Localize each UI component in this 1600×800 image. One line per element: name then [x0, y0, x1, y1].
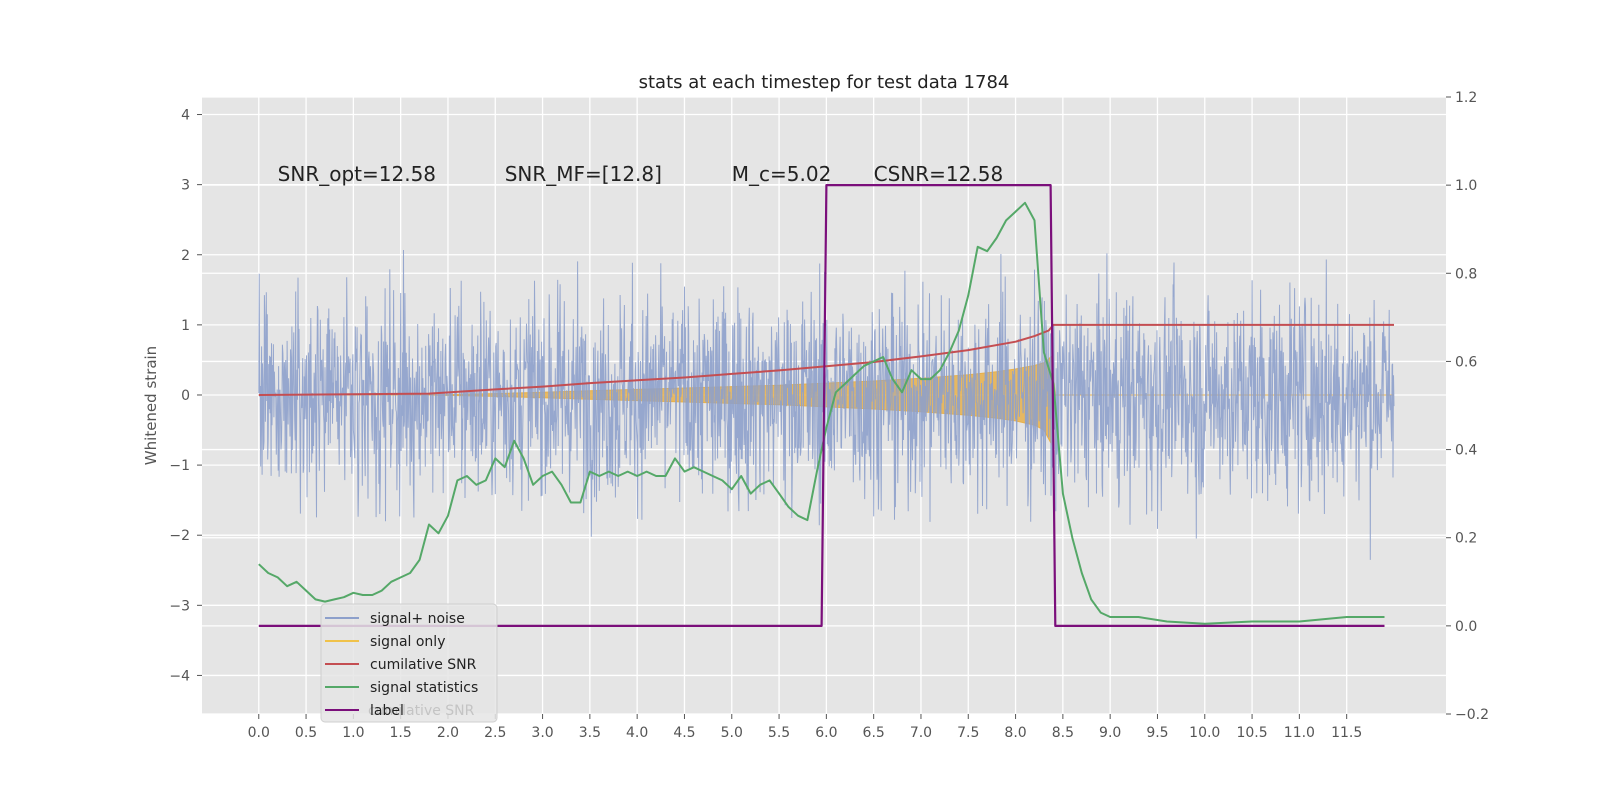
series-cumulative-snr — [258, 323, 1394, 396]
legend-ghost-text: cumilative SNR — [368, 703, 475, 719]
y2-tick-label: 0.0 — [1455, 619, 1477, 635]
y-tick-label: 0 — [181, 388, 190, 404]
y-tick-label: 4 — [181, 108, 190, 124]
x-tick-label: 3.0 — [531, 725, 553, 741]
y2-tick-label: 0.8 — [1455, 266, 1477, 282]
x-tick-label: 3.5 — [579, 725, 601, 741]
legend-label: signal statistics — [370, 680, 478, 696]
legend-label: signal only — [370, 634, 445, 650]
x-tick-label: 9.5 — [1146, 725, 1168, 741]
y2-tick-label: 1.2 — [1455, 90, 1477, 106]
series-signal-noise — [258, 249, 1395, 560]
x-tick-label: 5.0 — [721, 725, 743, 741]
x-tick-label: 8.5 — [1052, 725, 1074, 741]
y-tick-label: −1 — [169, 458, 190, 474]
series-label — [258, 184, 1385, 627]
legend-label: cumilative SNR — [370, 657, 477, 673]
legend-label: label — [370, 703, 404, 719]
x-tick-label: 2.5 — [484, 725, 506, 741]
x-tick-label: 4.5 — [673, 725, 695, 741]
y2-tick-label: 0.6 — [1455, 354, 1477, 370]
y-tick-label: 2 — [181, 248, 190, 264]
y2-tick-label: 1.0 — [1455, 178, 1477, 194]
annotation-snr-mf: SNR_MF=[12.8] — [505, 162, 662, 186]
x-tick-label: 6.0 — [815, 725, 837, 741]
x-tick-label: 10.0 — [1189, 725, 1220, 741]
x-tick-label: 5.5 — [768, 725, 790, 741]
legend-label: signal+ noise — [370, 611, 465, 627]
y2-tick-label: 0.2 — [1455, 531, 1477, 547]
x-tick-label: 4.0 — [626, 725, 648, 741]
x-tick-label: 7.5 — [957, 725, 979, 741]
x-tick-label: 11.5 — [1331, 725, 1362, 741]
y2-tick-label: 0.4 — [1455, 443, 1477, 459]
annotation-snr-opt: SNR_opt=12.58 — [278, 162, 436, 186]
y-tick-label: 3 — [181, 178, 190, 194]
y-tick-label: −2 — [169, 528, 190, 544]
chart-title: stats at each timestep for test data 178… — [639, 72, 1010, 93]
x-tick-label: 2.0 — [437, 725, 459, 741]
y-axis-label: Whitened strain — [142, 346, 160, 465]
x-tick-label: 1.5 — [390, 725, 412, 741]
x-tick-label: 7.0 — [910, 725, 932, 741]
y2-tick-label: −0.2 — [1455, 707, 1489, 723]
legend-box — [320, 603, 498, 723]
x-tick-label: 6.5 — [863, 725, 885, 741]
x-tick-label: 11.0 — [1284, 725, 1315, 741]
x-tick-label: 10.5 — [1236, 725, 1267, 741]
y-tick-label: −4 — [169, 668, 190, 684]
annotation-mc: M_c=5.02 — [732, 162, 832, 186]
x-tick-label: 9.0 — [1099, 725, 1121, 741]
series-signal-statistics — [258, 201, 1385, 625]
annotation-csnr: CSNR=12.58 — [874, 162, 1004, 186]
x-tick-label: 0.0 — [248, 725, 270, 741]
x-tick-label: 1.0 — [342, 725, 364, 741]
x-tick-label: 8.0 — [1004, 725, 1026, 741]
y-tick-label: −3 — [169, 598, 190, 614]
x-tick-label: 0.5 — [295, 725, 317, 741]
y-tick-label: 1 — [181, 318, 190, 334]
